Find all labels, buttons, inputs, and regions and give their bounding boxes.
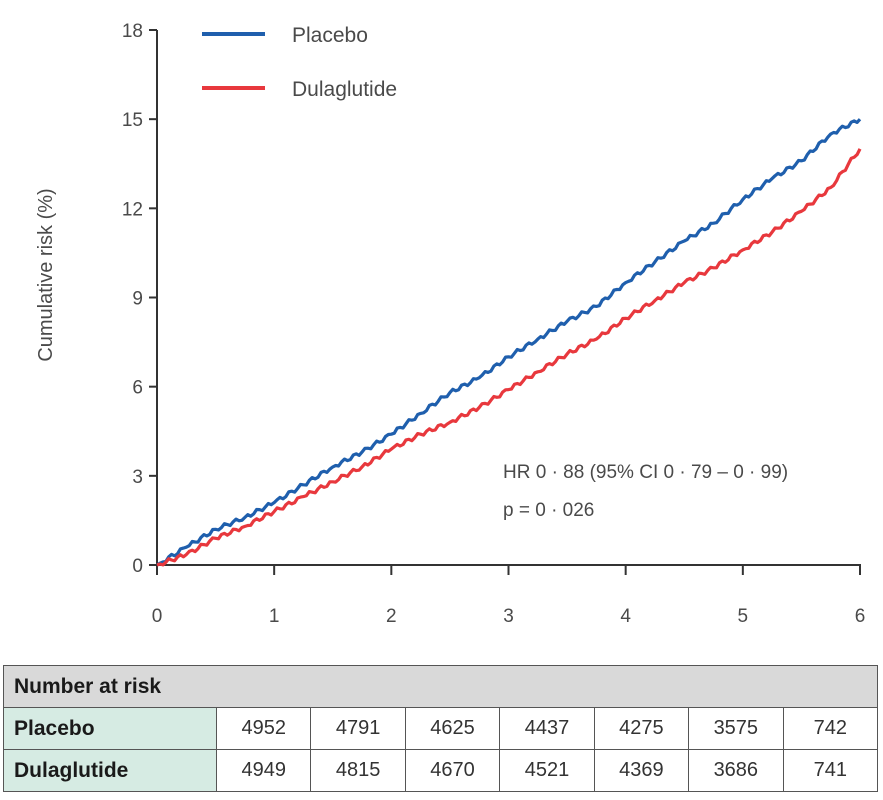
x-tick-label: 4: [620, 606, 631, 627]
risk-count-cell: 4275: [593, 707, 690, 750]
series-line-dulaglutide: [156, 148, 862, 567]
risk-row-label: Dulaglutide: [3, 749, 217, 792]
p-value-annotation: p = 0 · 026: [503, 500, 594, 521]
y-tick-label: 0: [132, 556, 143, 577]
y-tick-label: 6: [132, 378, 143, 399]
x-tick-label: 6: [855, 606, 866, 627]
y-tick-label: 3: [132, 467, 143, 488]
x-tick-label: 5: [738, 606, 749, 627]
risk-count-cell: 741: [782, 749, 879, 792]
risk-count-cell: 3686: [688, 749, 784, 792]
risk-table-row: Dulaglutide 4949 4815 4670 4521 4369 3686 741: [3, 749, 879, 792]
risk-table-header-row: Number at risk: [3, 665, 878, 708]
legend-label-dulaglutide: Dulaglutide: [292, 78, 397, 101]
curves: [156, 118, 862, 567]
risk-count-cell: 4952: [215, 707, 312, 750]
hr-annotation: HR 0 · 88 (95% CI 0 · 79 – 0 · 99): [503, 462, 788, 483]
risk-count-cell: 4670: [404, 749, 501, 792]
series-line-placebo: [156, 118, 862, 567]
risk-count-cell: 4437: [499, 707, 595, 750]
risk-count-cell: 4949: [215, 749, 312, 792]
risk-count-cell: 4369: [593, 749, 690, 792]
legend: Placebo Dulaglutide: [202, 24, 397, 101]
legend-label-placebo: Placebo: [292, 24, 368, 47]
risk-row-label: Placebo: [3, 707, 217, 750]
x-tick-label: 1: [269, 606, 280, 627]
x-tick-label: 0: [152, 606, 163, 627]
risk-count-cell: 4791: [310, 707, 406, 750]
y-tick-label: 18: [122, 21, 143, 42]
x-tick-label: 3: [503, 606, 514, 627]
y-tick-label: 9: [132, 289, 143, 310]
risk-count-cell: 742: [782, 707, 879, 750]
y-axis-title: Cumulative risk (%): [35, 188, 57, 361]
risk-table: Number at risk Placebo 4952 4791 4625 4437 42…: [3, 665, 879, 792]
y-tick-label: 15: [122, 110, 143, 131]
x-tick-label: 2: [386, 606, 397, 627]
risk-count-cell: 4815: [310, 749, 406, 792]
risk-count-cell: 4625: [404, 707, 501, 750]
risk-table-title: Number at risk: [3, 665, 878, 708]
y-tick-label: 12: [122, 199, 143, 220]
risk-count-cell: 3575: [688, 707, 784, 750]
risk-table-row: Placebo 4952 4791 4625 4437 4275 3575 742: [3, 707, 879, 750]
risk-count-cell: 4521: [499, 749, 595, 792]
